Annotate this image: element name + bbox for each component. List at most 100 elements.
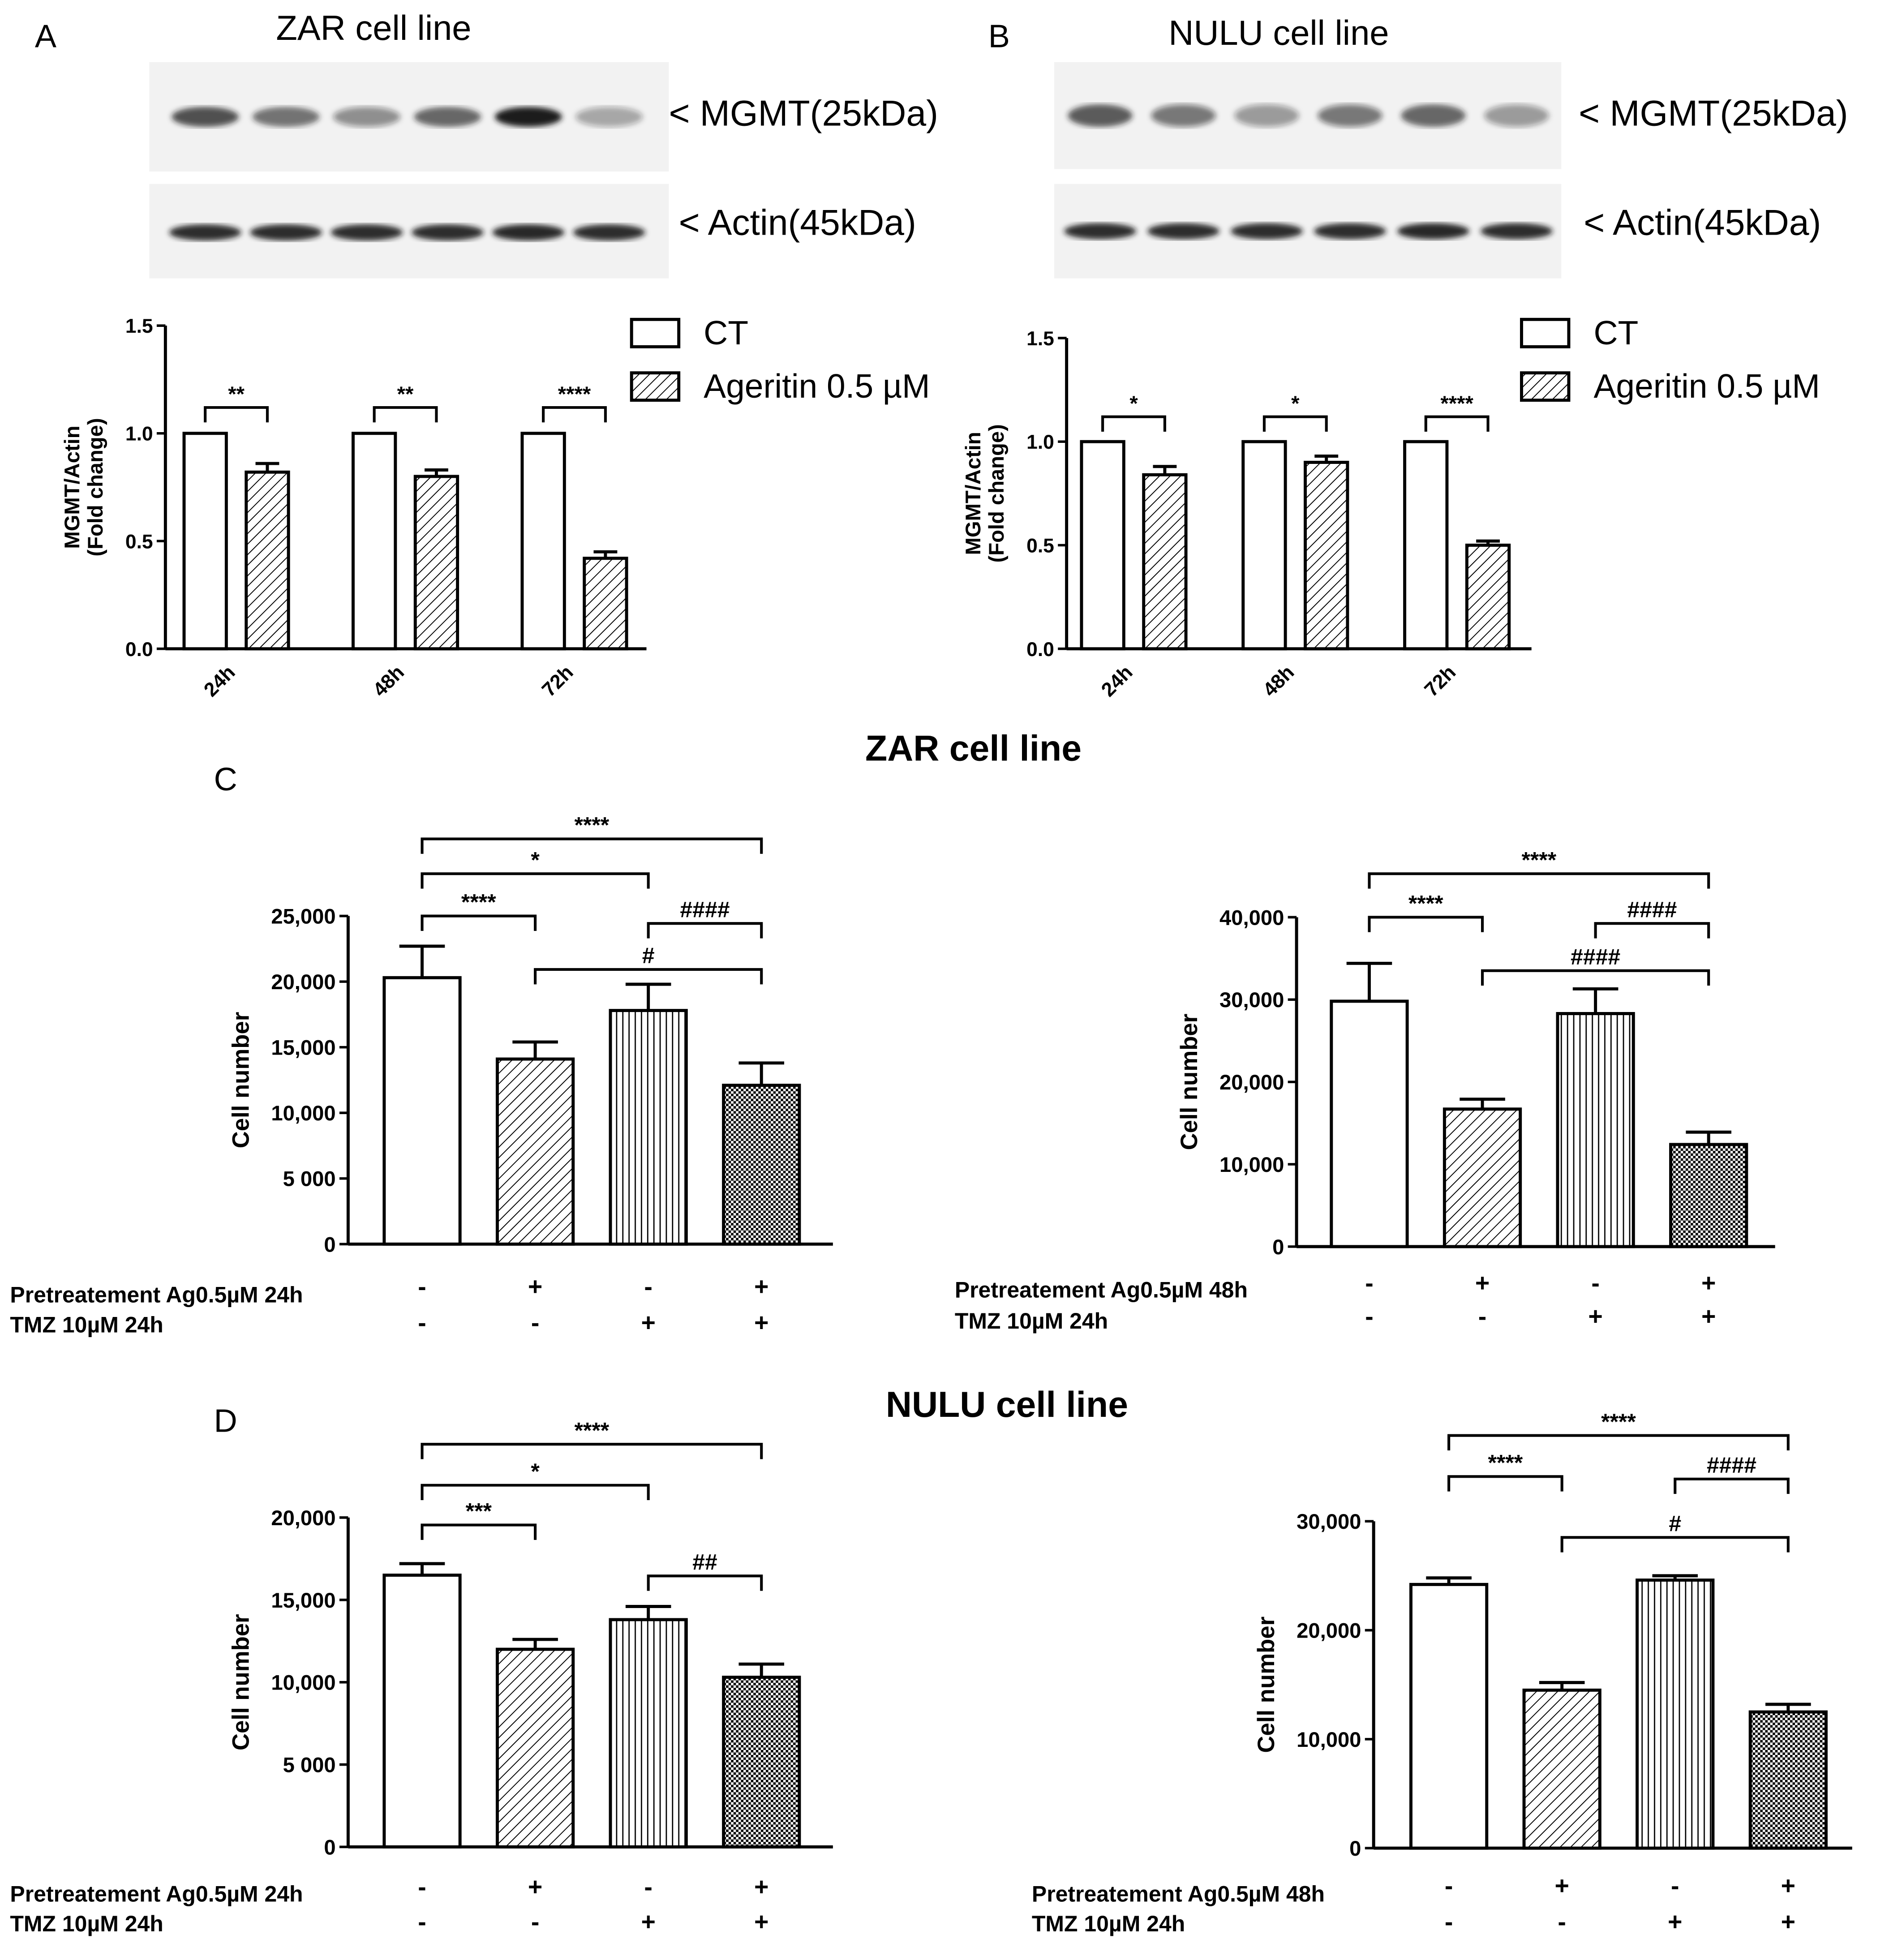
y-axis-label: Cell number <box>1176 1014 1202 1150</box>
significance-bracket <box>1101 415 1166 432</box>
y-tick-label: 20,000 <box>1219 1070 1284 1094</box>
blot-band <box>172 107 239 127</box>
blot-band <box>492 224 565 241</box>
significance-bracket <box>421 1523 537 1540</box>
y-tick-label: 10,000 <box>271 1671 335 1694</box>
significance-label: **** <box>1408 891 1443 916</box>
y-axis-label: Cell number <box>228 1012 254 1149</box>
significance-label: **** <box>1488 1450 1523 1475</box>
blot-band <box>1230 223 1303 240</box>
blot-band <box>494 107 562 127</box>
significance-label: **** <box>574 813 609 838</box>
row-label-pretreatment: Pretreatement Ag0.5µM 48h <box>955 1278 1248 1303</box>
y-tick-label: 15,000 <box>271 1036 335 1059</box>
tmz-sign: - <box>1445 1908 1453 1935</box>
significance-label: * <box>1129 391 1138 415</box>
legend-b: CT Ageritin 0.5 µM <box>1520 314 1820 405</box>
significance-label: **** <box>1440 391 1473 415</box>
blot-band <box>250 224 322 241</box>
panel-title-a: ZAR cell line <box>276 9 471 47</box>
bar <box>609 1009 688 1246</box>
bar <box>1403 440 1449 651</box>
western-blot-a: < MGMT(25kDa) < Actin(45kDa) <box>149 62 938 279</box>
bar <box>352 432 397 651</box>
bar <box>583 557 628 651</box>
tmz-sign: + <box>641 1908 655 1935</box>
y-tick-label: 0 <box>1349 1836 1361 1860</box>
row-label-tmz: TMZ 10µM 24h <box>955 1308 1108 1334</box>
bar <box>1304 461 1349 651</box>
bar <box>495 1647 575 1848</box>
chart-b-mgmt-nulu: 0.0 0.5 1.0 1.5 MGMT/Actin(Fold change) * 24h *… <box>961 328 1532 701</box>
significance-bracket <box>1262 415 1328 432</box>
x-tick-label: 24h <box>200 661 240 701</box>
pretreatment-sign: + <box>754 1873 769 1901</box>
significance-label: ** <box>228 382 245 406</box>
significance-label: **** <box>1521 847 1556 872</box>
blot-band <box>411 224 484 241</box>
mgmt-label: < MGMT(25kDa) <box>1579 93 1848 133</box>
pretreatment-sign: - <box>644 1873 652 1901</box>
blot-band <box>1484 104 1549 127</box>
y-tick-label: 0 <box>1272 1235 1284 1259</box>
pretreatment-sign: - <box>1365 1269 1373 1297</box>
bar <box>1669 1143 1748 1248</box>
mgmt-label: < MGMT(25kDa) <box>669 93 938 133</box>
bar <box>1409 1583 1489 1850</box>
significance-bracket <box>421 872 650 889</box>
significance-bracket <box>421 914 537 931</box>
tmz-sign: + <box>1781 1908 1795 1935</box>
x-tick-label: 48h <box>1259 661 1299 701</box>
actin-label: < Actin(45kDa) <box>679 203 916 243</box>
chart-c-zar-48h: 0 10,000 20,000 30,000 40,000 Cell number - - + -… <box>1176 847 1775 1330</box>
pretreatment-sign: + <box>1554 1872 1569 1900</box>
pretreatment-sign: - <box>1671 1872 1679 1900</box>
y-tick-label: 1.5 <box>1026 328 1054 350</box>
pretreatment-sign: + <box>528 1273 542 1300</box>
chart-a-mgmt-zar: 0.0 0.5 1.0 1.5 MGMT/Actin(Fold change) ** 24h… <box>60 315 647 701</box>
bar <box>1522 1688 1601 1850</box>
panel-title-c: ZAR cell line <box>865 729 1082 769</box>
significance-bracket <box>421 837 763 854</box>
y-tick-label: 0.0 <box>125 639 153 660</box>
significance-bracket <box>534 968 763 985</box>
blot-band <box>575 107 643 127</box>
legend-label-ageritin: Ageritin 0.5 µM <box>704 367 930 405</box>
pretreatment-sign: - <box>418 1273 426 1300</box>
y-tick-label: 10,000 <box>1297 1728 1361 1751</box>
significance-bracket <box>373 406 438 423</box>
bar <box>382 976 462 1246</box>
tmz-sign: - <box>418 1908 426 1935</box>
tmz-sign: + <box>641 1309 655 1337</box>
tmz-sign: + <box>1668 1908 1682 1935</box>
y-tick-label: 1.0 <box>125 423 153 445</box>
chart-c-zar-24h: 0 5 000 10,000 15,000 20,000 25,000 Cell numbe… <box>228 813 833 1337</box>
significance-label: #### <box>1571 944 1620 969</box>
bar <box>1465 544 1511 651</box>
tmz-sign: - <box>531 1309 539 1337</box>
panel-title-b: NULU cell line <box>1168 14 1389 52</box>
significance-label: # <box>1669 1511 1681 1536</box>
blot-band <box>331 224 403 241</box>
x-tick-label: 72h <box>538 661 578 701</box>
bar <box>245 470 290 651</box>
bar <box>1636 1578 1715 1850</box>
significance-bracket <box>1368 916 1484 932</box>
pretreatment-sign: - <box>1445 1872 1453 1900</box>
y-tick-label: 0 <box>324 1232 335 1256</box>
blot-band <box>169 224 241 241</box>
legend-label-ageritin: Ageritin 0.5 µM <box>1593 367 1820 405</box>
y-tick-label: 0.5 <box>125 531 153 553</box>
pretreatment-sign: + <box>1701 1269 1716 1297</box>
y-tick-label: 40,000 <box>1219 905 1284 929</box>
bar <box>495 1057 575 1246</box>
significance-bracket <box>1447 1434 1790 1451</box>
blot-band <box>1480 223 1553 240</box>
x-tick-label: 48h <box>369 661 408 701</box>
significance-label: **** <box>574 1418 609 1443</box>
bar <box>722 1084 801 1246</box>
blot-band <box>1234 104 1299 127</box>
significance-bracket <box>421 1443 763 1459</box>
pretreatment-sign: + <box>1781 1872 1795 1900</box>
